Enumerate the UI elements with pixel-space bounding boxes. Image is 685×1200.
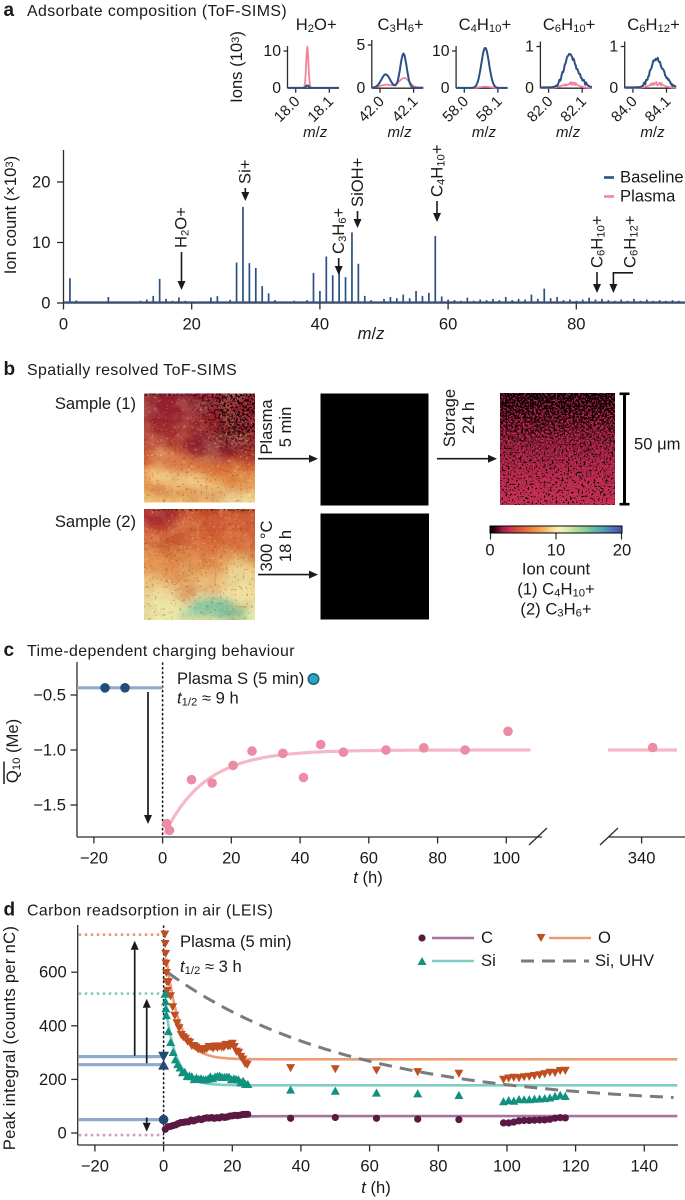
svg-text:100: 100 [492, 849, 520, 868]
svg-text:Ions (103): Ions (103) [227, 31, 246, 103]
svg-text:d: d [4, 900, 16, 921]
svg-text:−20: −20 [80, 849, 108, 868]
svg-text:(2) C3H6+: (2) C3H6+ [520, 600, 591, 620]
svg-text:Plasma: Plasma [257, 399, 276, 455]
svg-text:Peak integral (counts per nC): Peak integral (counts per nC) [0, 926, 19, 1151]
svg-text:m/z: m/z [388, 124, 413, 141]
svg-text:200: 200 [39, 1070, 67, 1089]
svg-text:a: a [4, 0, 15, 21]
svg-text:1: 1 [609, 39, 618, 56]
svg-text:5 min: 5 min [276, 407, 295, 448]
svg-text:40: 40 [292, 1157, 310, 1176]
svg-text:Sample (2): Sample (2) [55, 512, 136, 531]
svg-text:C6H12+: C6H12+ [620, 215, 640, 268]
svg-text:80: 80 [567, 315, 585, 334]
svg-text:Si: Si [481, 951, 496, 970]
svg-text:c: c [4, 640, 15, 661]
svg-text:0: 0 [57, 1124, 66, 1143]
svg-text:b: b [4, 359, 16, 380]
svg-text:C4H10+: C4H10+ [427, 144, 447, 197]
svg-text:0: 0 [272, 80, 281, 97]
svg-text:Plasma S (5 min): Plasma S (5 min) [177, 669, 304, 688]
svg-text:20: 20 [222, 849, 240, 868]
svg-text:H2O+: H2O+ [172, 207, 192, 248]
svg-text:C6H10+: C6H10+ [543, 15, 596, 35]
svg-text:340: 340 [628, 849, 656, 868]
svg-text:C4H10+: C4H10+ [459, 15, 512, 35]
svg-text:100: 100 [493, 1157, 521, 1176]
svg-text:Baseline: Baseline [620, 168, 684, 187]
svg-text:C: C [481, 928, 493, 947]
svg-text:m/z: m/z [358, 324, 385, 343]
svg-text:Si+: Si+ [236, 160, 255, 184]
svg-text:5: 5 [357, 37, 366, 54]
svg-text:H2O+: H2O+ [296, 15, 337, 35]
svg-text:80: 80 [428, 849, 446, 868]
svg-text:0: 0 [485, 541, 494, 560]
svg-text:Ion count (×103): Ion count (×103) [1, 156, 20, 274]
svg-text:C3H6+: C3H6+ [377, 15, 423, 35]
svg-text:60: 60 [360, 849, 378, 868]
svg-text:60: 60 [439, 315, 457, 334]
svg-text:C6H12+: C6H12+ [627, 15, 680, 35]
svg-text:10: 10 [432, 43, 450, 60]
svg-text:1: 1 [525, 39, 534, 56]
svg-text:24 h: 24 h [459, 402, 478, 434]
svg-text:80: 80 [429, 1157, 447, 1176]
svg-text:400: 400 [39, 1016, 67, 1035]
svg-text:300 °C: 300 °C [257, 521, 276, 572]
svg-text:Spatially resolved ToF-SIMS: Spatially resolved ToF-SIMS [27, 362, 237, 379]
svg-text:−1.0: −1.0 [33, 741, 66, 760]
svg-text:Plasma (5 min): Plasma (5 min) [180, 932, 292, 951]
svg-text:40: 40 [291, 849, 309, 868]
svg-text:120: 120 [562, 1157, 590, 1176]
svg-text:0: 0 [525, 80, 534, 97]
svg-text:Plasma: Plasma [620, 187, 676, 206]
svg-text:Storage: Storage [440, 389, 459, 447]
svg-text:600: 600 [39, 963, 67, 982]
svg-text:20: 20 [182, 315, 200, 334]
svg-text:Q10 (Me): Q10 (Me) [3, 719, 23, 783]
svg-text:Ion count: Ion count [522, 560, 591, 579]
svg-text:O: O [598, 928, 611, 947]
svg-text:t (h): t (h) [353, 868, 383, 887]
svg-text:18 h: 18 h [276, 530, 295, 562]
svg-text:SiOH+: SiOH+ [348, 158, 367, 207]
svg-text:m/z: m/z [303, 124, 328, 141]
svg-text:0: 0 [158, 849, 167, 868]
svg-text:10: 10 [547, 541, 565, 560]
svg-text:140: 140 [630, 1157, 658, 1176]
svg-text:Time-dependent charging behavi: Time-dependent charging behaviour [27, 643, 295, 660]
svg-text:−0.5: −0.5 [33, 686, 66, 705]
svg-text:m/z: m/z [556, 124, 581, 141]
svg-text:0: 0 [159, 1157, 168, 1176]
svg-text:40: 40 [311, 315, 329, 334]
svg-text:0: 0 [609, 80, 618, 97]
svg-text:Si, UHV: Si, UHV [595, 951, 654, 970]
svg-text:0: 0 [59, 315, 68, 334]
svg-text:0: 0 [357, 80, 366, 97]
svg-text:m/z: m/z [640, 124, 665, 141]
svg-text:−1.5: −1.5 [33, 796, 66, 815]
svg-text:10: 10 [32, 233, 50, 252]
svg-text:20: 20 [223, 1157, 241, 1176]
svg-text:0: 0 [41, 294, 50, 313]
svg-text:10: 10 [263, 43, 281, 60]
svg-text:C6H10+: C6H10+ [587, 215, 607, 268]
svg-text:Carbon readsorption in air (LE: Carbon readsorption in air (LEIS) [27, 903, 273, 920]
svg-text:50 μm: 50 μm [634, 435, 680, 454]
svg-text:t (h): t (h) [361, 1178, 391, 1197]
svg-text:Sample (1): Sample (1) [55, 394, 136, 413]
svg-text:20: 20 [613, 541, 631, 560]
svg-text:C3H6+: C3H6+ [329, 208, 349, 254]
svg-text:Adsorbate composition (ToF-SIM: Adsorbate composition (ToF-SIMS) [27, 3, 287, 20]
svg-text:−20: −20 [81, 1157, 109, 1176]
svg-text:m/z: m/z [472, 124, 497, 141]
svg-text:0: 0 [441, 80, 450, 97]
svg-text:20: 20 [32, 173, 50, 192]
svg-text:60: 60 [360, 1157, 378, 1176]
